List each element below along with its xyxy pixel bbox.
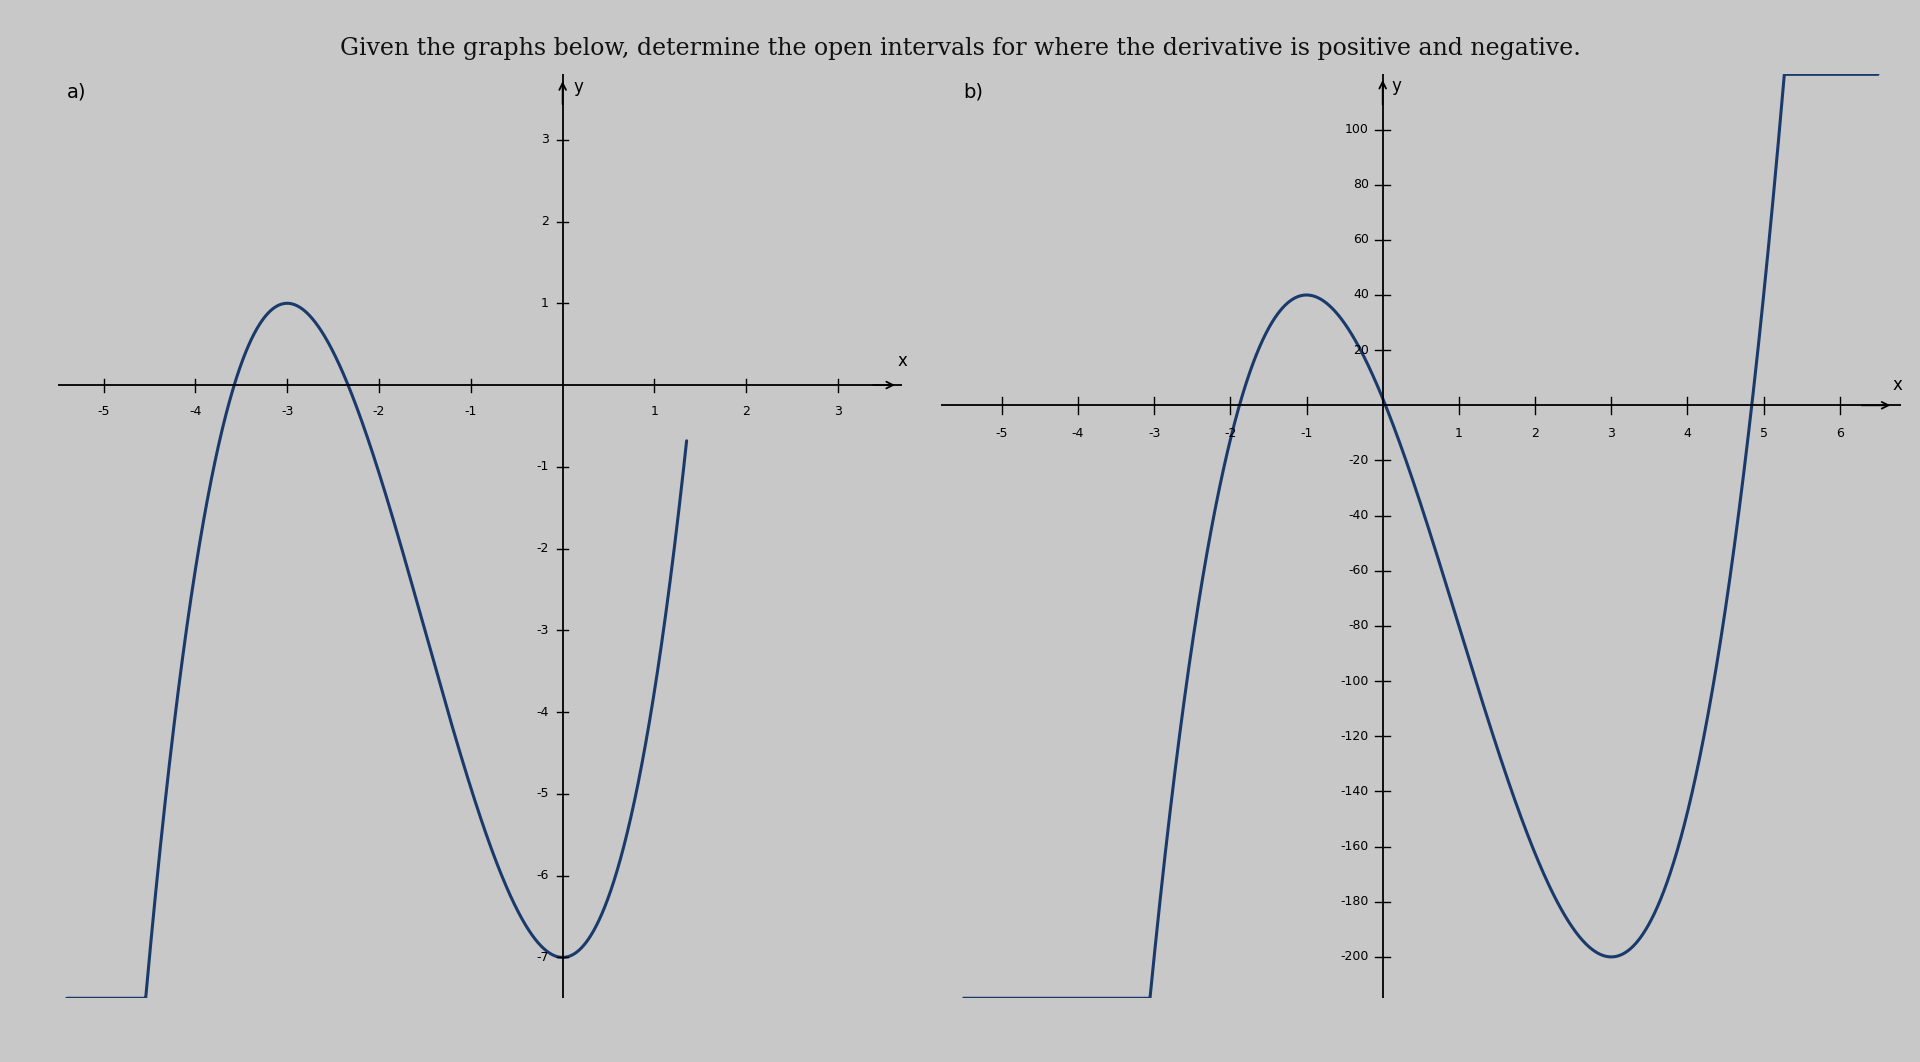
Text: -1: -1 <box>536 460 549 474</box>
Text: -180: -180 <box>1340 895 1369 908</box>
Text: -200: -200 <box>1340 950 1369 963</box>
Text: b): b) <box>964 83 983 102</box>
Text: -5: -5 <box>98 406 109 418</box>
Text: -4: -4 <box>1071 427 1085 441</box>
Text: -4: -4 <box>536 705 549 719</box>
Text: -2: -2 <box>536 542 549 555</box>
Text: 60: 60 <box>1354 234 1369 246</box>
Text: -140: -140 <box>1340 785 1369 798</box>
Text: 80: 80 <box>1354 178 1369 191</box>
Text: -80: -80 <box>1348 619 1369 633</box>
Text: -20: -20 <box>1348 453 1369 467</box>
Text: -120: -120 <box>1340 730 1369 742</box>
Text: -3: -3 <box>1148 427 1160 441</box>
Text: -40: -40 <box>1348 509 1369 523</box>
Text: 2: 2 <box>541 215 549 228</box>
Text: a): a) <box>67 83 86 102</box>
Text: -100: -100 <box>1340 674 1369 687</box>
Text: Given the graphs below, determine the open intervals for where the derivative is: Given the graphs below, determine the op… <box>340 37 1580 61</box>
Text: y: y <box>1392 78 1402 96</box>
Text: -2: -2 <box>372 406 386 418</box>
Text: -4: -4 <box>190 406 202 418</box>
Text: 3: 3 <box>833 406 843 418</box>
Text: x: x <box>1891 376 1903 394</box>
Text: -160: -160 <box>1340 840 1369 853</box>
Text: 2: 2 <box>1530 427 1540 441</box>
Text: -3: -3 <box>280 406 294 418</box>
Text: -6: -6 <box>536 869 549 883</box>
Text: 3: 3 <box>541 133 549 147</box>
Text: 2: 2 <box>743 406 751 418</box>
Text: -2: -2 <box>1225 427 1236 441</box>
Text: 1: 1 <box>1455 427 1463 441</box>
Text: -1: -1 <box>1300 427 1313 441</box>
Text: -1: -1 <box>465 406 476 418</box>
Text: -5: -5 <box>536 787 549 801</box>
Text: 6: 6 <box>1836 427 1843 441</box>
Text: -5: -5 <box>995 427 1008 441</box>
Text: 100: 100 <box>1346 123 1369 136</box>
Text: 1: 1 <box>651 406 659 418</box>
Text: -3: -3 <box>536 623 549 637</box>
Text: -7: -7 <box>536 950 549 964</box>
Text: 20: 20 <box>1354 344 1369 357</box>
Text: 3: 3 <box>1607 427 1615 441</box>
Text: 5: 5 <box>1759 427 1768 441</box>
Text: 40: 40 <box>1354 289 1369 302</box>
Text: y: y <box>574 79 584 97</box>
Text: -60: -60 <box>1348 564 1369 578</box>
Text: 4: 4 <box>1684 427 1692 441</box>
Text: x: x <box>897 353 908 371</box>
Text: 1: 1 <box>541 296 549 310</box>
